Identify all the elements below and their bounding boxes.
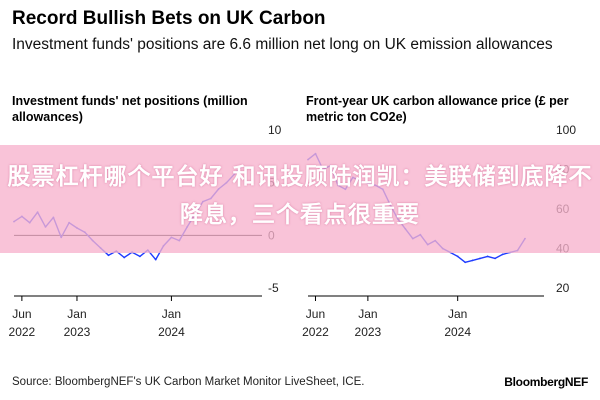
left-panel-title: Investment funds' net positions (million…: [12, 94, 248, 124]
x-tick-label: Jan: [448, 307, 467, 321]
y-tick-label: 100: [556, 123, 576, 137]
data-point: [501, 253, 504, 256]
x-tick-label: Jun: [306, 307, 325, 321]
source-note: Source: BloombergNEF's UK Carbon Market …: [12, 376, 365, 388]
overlay-banner-text: 股票杠杆哪个平台好 和讯投顾陆润凯：美联储到底降不降息，三个看点很重要: [7, 164, 593, 228]
data-point: [139, 255, 141, 258]
x-tick-label: 2023: [355, 325, 382, 339]
x-tick-label: 2024: [158, 325, 185, 339]
data-point: [456, 255, 459, 258]
x-tick-label: 2022: [9, 325, 36, 339]
y-tick-label: 20: [556, 281, 570, 295]
data-point: [486, 255, 489, 258]
x-tick-label: Jun: [12, 307, 31, 321]
data-point: [154, 258, 157, 261]
right-panel-title: Front-year UK carbon allowance price (£ …: [306, 94, 569, 124]
overlay-banner: [0, 145, 600, 253]
y-tick-label: 10: [268, 123, 282, 137]
chart-subtitle: Investment funds' positions are 6.6 mill…: [12, 36, 553, 53]
data-point: [494, 257, 496, 260]
brand-logo: BloombergNEF: [504, 375, 588, 389]
x-tick-label: Jan: [162, 307, 181, 321]
data-point: [464, 261, 467, 264]
x-tick-label: 2022: [302, 325, 329, 339]
data-point: [471, 259, 474, 262]
data-point: [479, 257, 481, 260]
chart-title: Record Bullish Bets on UK Carbon: [12, 8, 326, 29]
data-point: [123, 256, 126, 259]
x-tick-label: Jan: [358, 307, 377, 321]
y-tick-label: -5: [268, 281, 279, 295]
data-point: [107, 254, 110, 257]
x-tick-label: Jan: [67, 307, 86, 321]
x-tick-label: 2023: [64, 325, 91, 339]
x-tick-label: 2024: [444, 325, 471, 339]
